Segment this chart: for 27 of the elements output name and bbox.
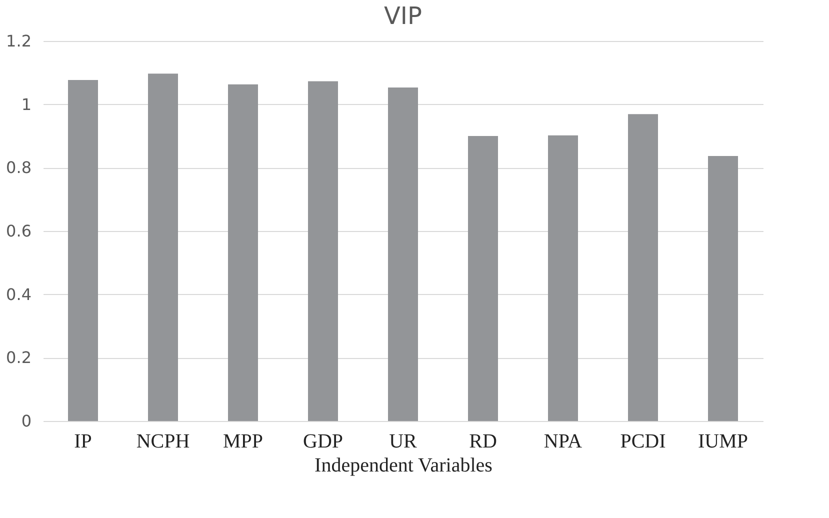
bar [548,135,578,421]
x-tick-label: UR [389,430,418,452]
y-tick-label: 0 [21,412,32,430]
bar [708,156,738,421]
y-tick-label: 1.2 [6,32,32,50]
x-tick-label: RD [469,430,497,452]
bar [308,81,338,421]
x-axis-title: Independent Variables [314,454,493,476]
y-tick-label: 0.2 [6,348,32,368]
bar [228,84,258,421]
bar [68,80,98,421]
bar [148,74,178,421]
x-tick-label: IP [74,430,92,452]
bar [468,136,498,421]
y-tick-label: 1 [21,94,32,114]
x-tick-label: NCPH [136,430,190,452]
bar [388,88,418,421]
x-tick-label: GDP [302,430,344,452]
x-tick-label: MPP [222,430,264,452]
chart-title: VIP [384,2,422,30]
y-tick-label: 0.6 [6,222,32,240]
x-tick-label: IUMP [698,430,748,452]
x-tick-label: PCDI [620,430,666,452]
x-tick-label: NPA [544,430,583,452]
y-tick-label: 0.4 [6,284,32,304]
y-tick-label: 0.8 [6,158,32,178]
bar [628,114,658,421]
